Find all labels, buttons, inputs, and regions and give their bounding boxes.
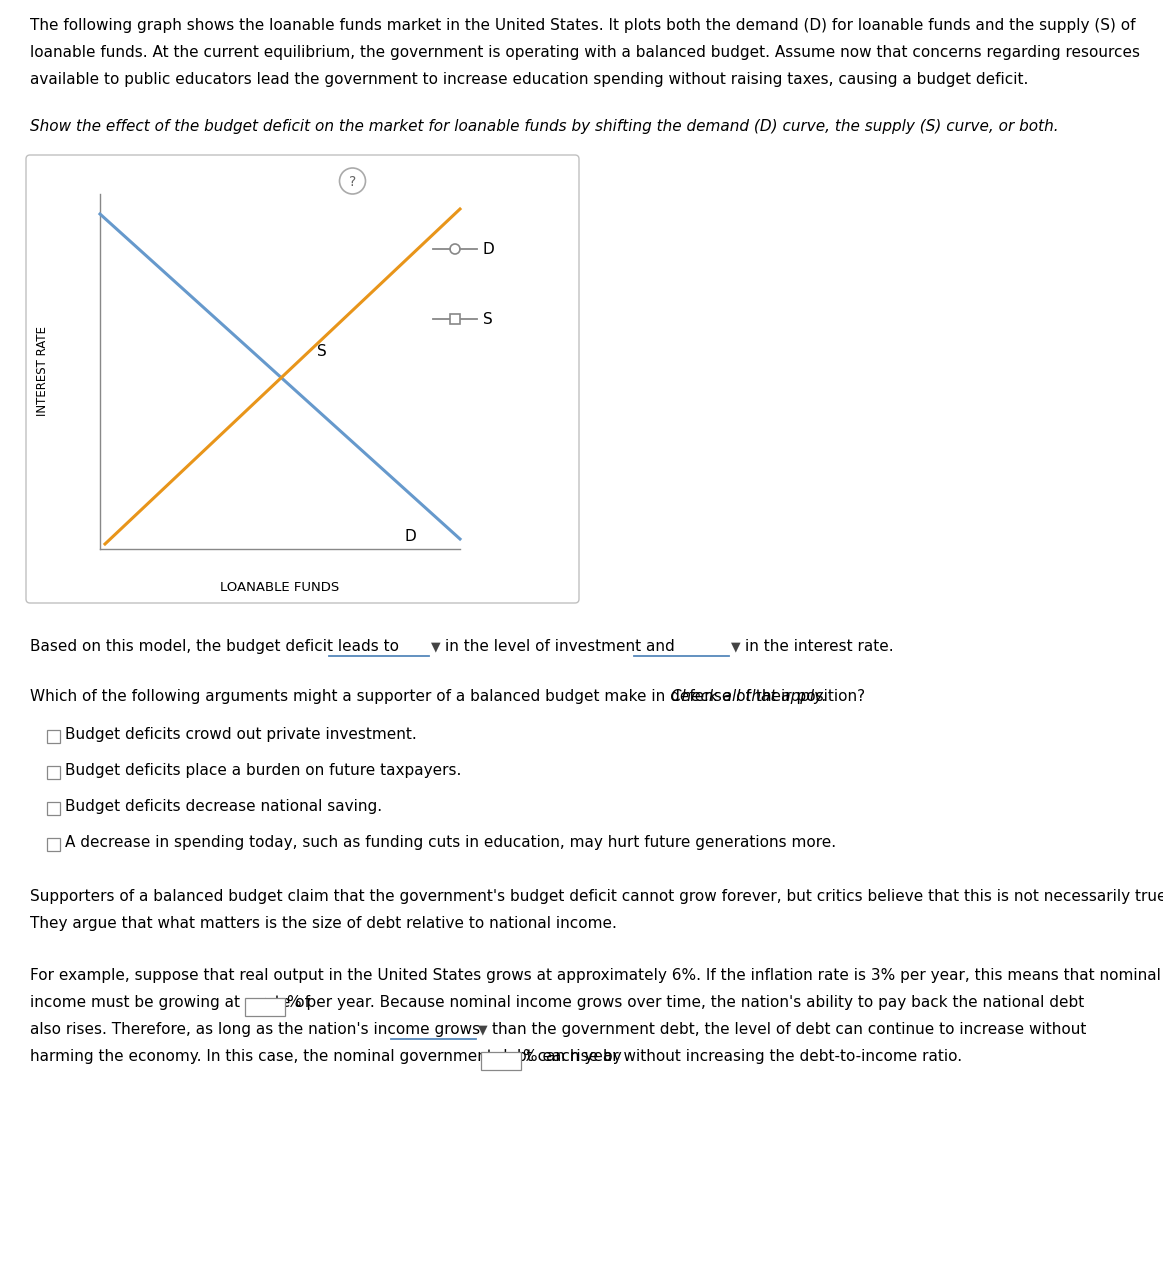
Text: than the government debt, the level of debt can continue to increase without: than the government debt, the level of d… [492,1021,1086,1037]
Text: Budget deficits decrease national saving.: Budget deficits decrease national saving… [65,799,383,814]
Text: Supporters of a balanced budget claim that the government's budget deficit canno: Supporters of a balanced budget claim th… [30,890,1163,904]
Text: also rises. Therefore, as long as the nation's income grows: also rises. Therefore, as long as the na… [30,1021,480,1037]
Text: in the level of investment and: in the level of investment and [445,639,675,654]
Text: available to public educators lead the government to increase education spending: available to public educators lead the g… [30,72,1028,87]
Text: D: D [483,242,494,256]
Text: ▼: ▼ [730,640,741,653]
Text: Based on this model, the budget deficit leads to: Based on this model, the budget deficit … [30,639,399,654]
FancyBboxPatch shape [26,155,579,603]
Bar [47,837,60,850]
Text: D: D [405,529,416,544]
Text: harming the economy. In this case, the nominal government debt can rise by: harming the economy. In this case, the n… [30,1050,622,1064]
Text: A decrease in spending today, such as funding cuts in education, may hurt future: A decrease in spending today, such as fu… [65,835,836,850]
Text: ▼: ▼ [431,640,441,653]
Text: They argue that what matters is the size of debt relative to national income.: They argue that what matters is the size… [30,916,616,931]
Text: S: S [316,344,327,358]
Text: The following graph shows the loanable funds market in the United States. It plo: The following graph shows the loanable f… [30,18,1135,33]
Bar [450,314,461,324]
Text: For example, suppose that real output in the United States grows at approximatel: For example, suppose that real output in… [30,968,1161,983]
Text: ▼: ▼ [478,1023,487,1036]
Text: ?: ? [349,175,356,189]
Text: LOANABLE FUNDS: LOANABLE FUNDS [220,581,340,594]
Text: loanable funds. At the current equilibrium, the government is operating with a b: loanable funds. At the current equilibri… [30,45,1140,60]
Text: Which of the following arguments might a supporter of a balanced budget make in : Which of the following arguments might a… [30,689,865,704]
Text: INTEREST RATE: INTEREST RATE [36,326,50,416]
Text: Show the effect of the budget deficit on the market for loanable funds by shifti: Show the effect of the budget deficit on… [30,119,1058,134]
Bar [47,765,60,778]
Text: % each year without increasing the debt-to-income ratio.: % each year without increasing the debt-… [522,1050,962,1064]
Bar [480,1052,521,1070]
Text: income must be growing at a rate of: income must be growing at a rate of [30,995,311,1010]
Text: S: S [483,311,493,326]
Text: Budget deficits crowd out private investment.: Budget deficits crowd out private invest… [65,727,416,742]
Bar [47,801,60,814]
Text: Budget deficits place a burden on future taxpayers.: Budget deficits place a burden on future… [65,763,462,778]
Bar [244,998,285,1016]
Bar [47,730,60,742]
Text: in the interest rate.: in the interest rate. [744,639,893,654]
Text: % per year. Because nominal income grows over time, the nation's ability to pay : % per year. Because nominal income grows… [287,995,1084,1010]
Text: Check all that apply.: Check all that apply. [666,689,827,704]
